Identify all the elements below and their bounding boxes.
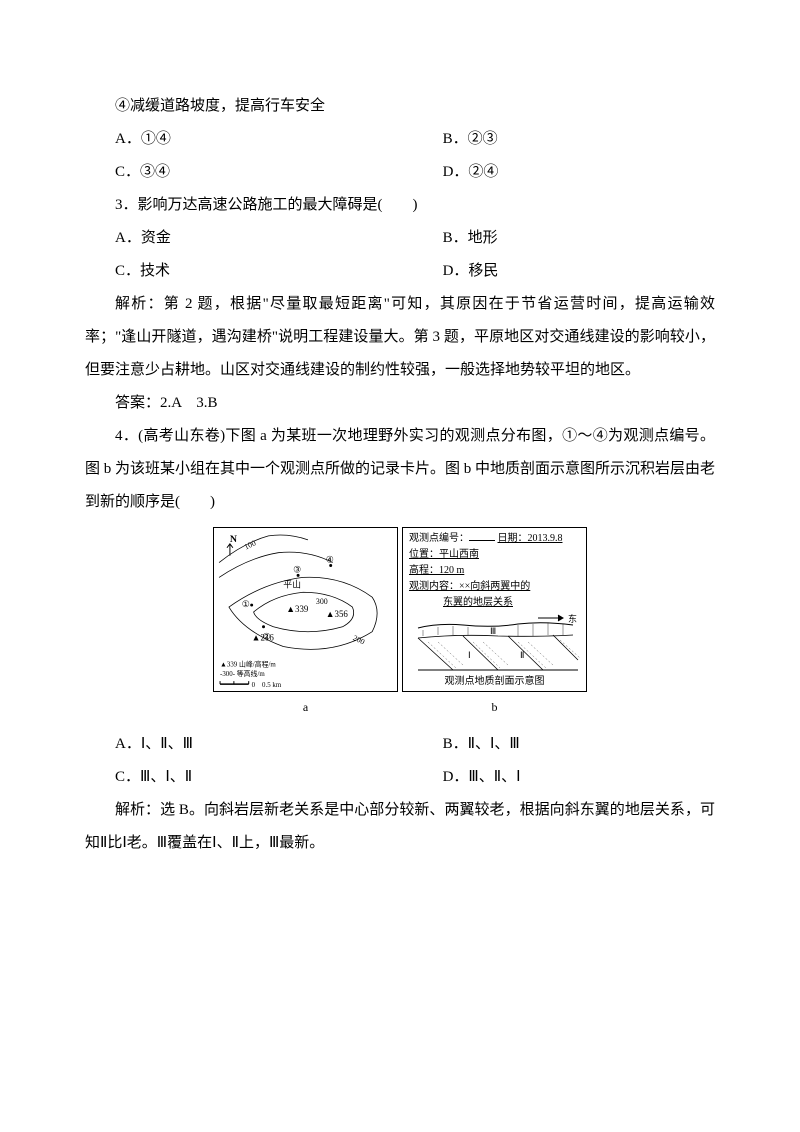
q3-options-row2: C．技术 D．移民: [85, 255, 715, 288]
legend-scale: 0 0.5 km: [252, 682, 282, 689]
q4-options-row1: A．Ⅰ、Ⅱ、Ⅲ B．Ⅱ、Ⅰ、Ⅲ: [85, 728, 715, 761]
q4-option-d: D．Ⅲ、Ⅱ、Ⅰ: [413, 761, 715, 794]
incline-1: [418, 638, 453, 670]
analysis-1: 解析：第 2 题，根据"尽量取最短距离"可知，其原因在于节省运营时间，提高运输效…: [85, 288, 715, 387]
layer1-label: Ⅰ: [468, 650, 471, 660]
contour-100b: [219, 552, 333, 577]
q4-option-c: C．Ⅲ、Ⅰ、Ⅱ: [85, 761, 413, 794]
option-4: ④减缓道路坡度，提高行车安全: [85, 90, 715, 123]
answer-1: 答案：2.A 3.B: [85, 387, 715, 420]
map-svg: N 100 200 300 ▲339 ▲356 ▲216 平山 ①: [214, 528, 397, 691]
figure-container: N 100 200 300 ▲339 ▲356 ▲216 平山 ①: [85, 527, 715, 720]
obs-point-2: ②: [263, 632, 271, 642]
card-line4: 观测内容：××向斜两翼中的: [409, 580, 530, 593]
figure-a-label: a: [303, 694, 308, 720]
card-line3: 高程：120 m: [409, 564, 464, 577]
q3-option-b: B．地形: [413, 222, 715, 255]
east-arrow-head-icon: [558, 615, 563, 621]
q4-stem: 4．(高考山东卷)下图 a 为某班一次地理野外实习的观测点分布图，①～④为观测点…: [85, 420, 715, 519]
card-line1: 观测点编号： 日期：2013.9.8: [409, 532, 563, 545]
q3-options-row1: A．资金 B．地形: [85, 222, 715, 255]
q3-option-a: A．资金: [85, 222, 413, 255]
q4-options-row2: C．Ⅲ、Ⅰ、Ⅱ D．Ⅲ、Ⅱ、Ⅰ: [85, 761, 715, 794]
obs-point-1: ①: [242, 599, 250, 609]
q2-option-b: B．②③: [413, 123, 715, 156]
peak-339: ▲339: [286, 604, 309, 614]
figure-a-group: N 100 200 300 ▲339 ▲356 ▲216 平山 ①: [213, 527, 398, 720]
layer2-label: Ⅱ: [520, 650, 524, 660]
pingshan-label: 平山: [283, 579, 301, 589]
legend-contour: -300- 等高线/m: [220, 669, 265, 678]
contour-label-300: 300: [316, 597, 328, 606]
east-label: 东: [568, 613, 577, 624]
card-line2: 位置：平山西南: [409, 548, 479, 561]
obs-point-3: ③: [293, 564, 301, 574]
figure-a: N 100 200 300 ▲339 ▲356 ▲216 平山 ①: [213, 527, 398, 692]
q2-option-c: C．③④: [85, 156, 413, 189]
figure-b: 观测点编号： 日期：2013.9.8 位置：平山西南 高程：120 m 观测内容…: [402, 527, 587, 692]
card-caption: 观测点地质剖面示意图: [403, 675, 586, 688]
north-label: N: [230, 534, 237, 545]
q3-option-d: D．移民: [413, 255, 715, 288]
q3-stem: 3．影响万达高速公路施工的最大障碍是( ): [85, 189, 715, 222]
q2-option-a: A．①④: [85, 123, 413, 156]
card-line1-right: 日期：2013.9.8: [498, 533, 563, 544]
incline-4: [553, 635, 578, 660]
q2-option-d: D．②④: [413, 156, 715, 189]
q3-option-c: C．技术: [85, 255, 413, 288]
q2-options-row1: A．①④ B．②③: [85, 123, 715, 156]
q4-option-a: A．Ⅰ、Ⅱ、Ⅲ: [85, 728, 413, 761]
obs-point-2-dot: [262, 625, 265, 628]
figure-b-group: 观测点编号： 日期：2013.9.8 位置：平山西南 高程：120 m 观测内容…: [402, 527, 587, 720]
cross-section-svg: 东 Ⅲ: [408, 610, 583, 678]
q2-options-row2: C．③④ D．②④: [85, 156, 715, 189]
layer3-label: Ⅲ: [490, 626, 496, 636]
analysis-2: 解析：选 B。向斜岩层新老关系是中心部分较新、两翼较老，根据向斜东翼的地层关系，…: [85, 794, 715, 860]
north-arrow-icon: [227, 544, 233, 556]
peak-356: ▲356: [326, 609, 349, 619]
obs-point-1-dot: [250, 604, 253, 607]
legend-peak: ▲339 山峰/高程/m: [220, 659, 276, 668]
incline-3: [508, 636, 543, 670]
contour-label-200: 200: [352, 633, 367, 646]
card-line1-left: 观测点编号：: [409, 533, 469, 544]
q4-option-b: B．Ⅱ、Ⅰ、Ⅲ: [413, 728, 715, 761]
figure-b-label: b: [492, 694, 498, 720]
obs-point-4: ④: [326, 555, 334, 565]
card-line5: 东翼的地层关系: [443, 596, 513, 609]
